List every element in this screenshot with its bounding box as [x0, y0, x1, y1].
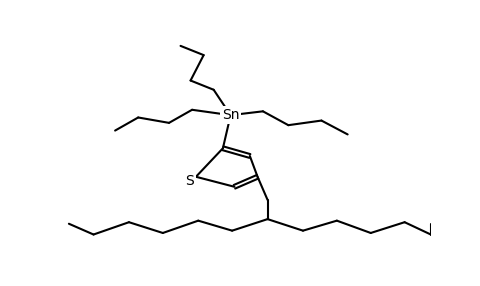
Text: S: S	[185, 174, 194, 188]
Text: Sn: Sn	[222, 108, 240, 122]
